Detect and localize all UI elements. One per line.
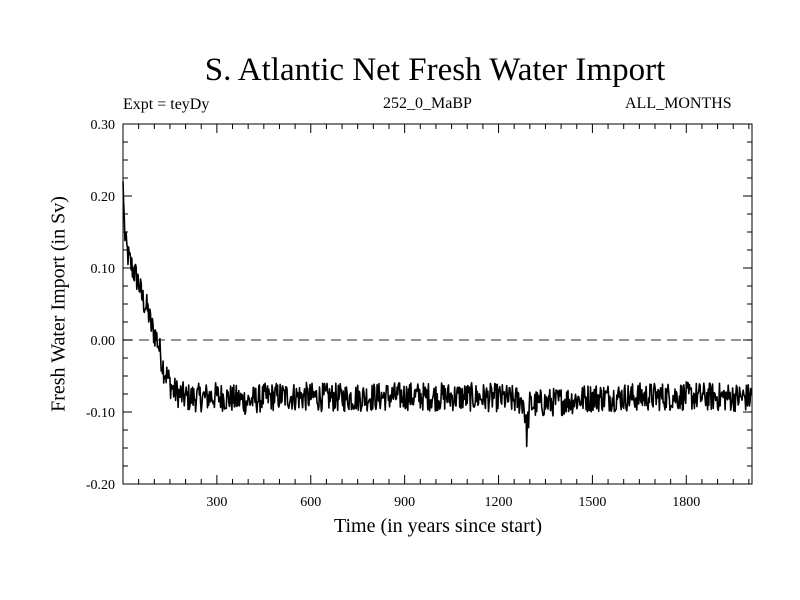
x-tick-label: 1500 [578, 495, 606, 510]
y-tick-label: 0.00 [91, 334, 116, 349]
x-tick-label: 600 [300, 495, 321, 510]
y-tick-label: 0.30 [91, 118, 116, 133]
x-axis-label: Time (in years since start) [333, 515, 543, 537]
months-label: ALL_MONTHS [625, 95, 732, 112]
x-tick-label: 900 [394, 495, 415, 510]
y-axis-label: Fresh Water Import (in Sv) [47, 196, 70, 412]
y-tick-label: -0.10 [86, 406, 115, 421]
chart-title: S. Atlantic Net Fresh Water Import [204, 52, 666, 88]
experiment-label: Expt = teyDy [123, 96, 210, 113]
x-tick-label: 1800 [672, 495, 700, 510]
y-tick-label: 0.20 [91, 190, 116, 205]
plot-frame [122, 123, 753, 485]
x-tick-label: 300 [206, 495, 227, 510]
series-line [122, 181, 753, 448]
chart-subtitle: 252_0_MaBP [383, 95, 472, 112]
y-tick-label: 0.10 [91, 262, 116, 277]
y-tick-label: -0.20 [86, 478, 115, 493]
x-tick-label: 1200 [485, 495, 513, 510]
